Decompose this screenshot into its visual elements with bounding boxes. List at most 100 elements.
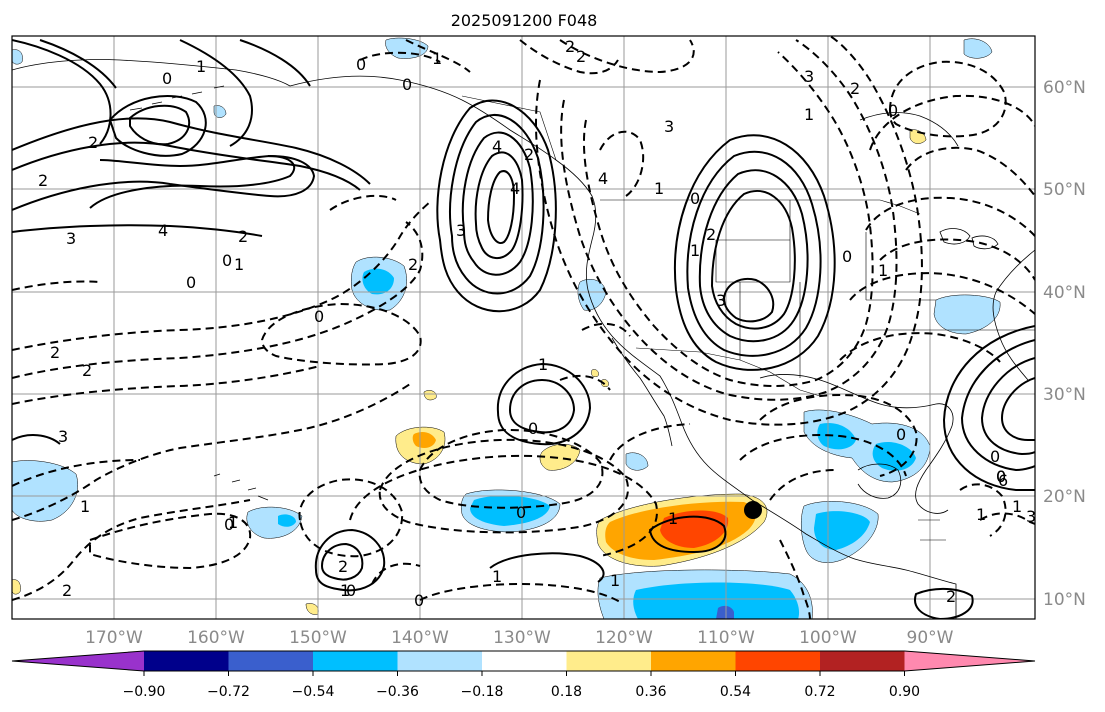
contour-line: [508, 378, 576, 434]
colorbar-segment: [651, 651, 736, 671]
contour-line: [12, 459, 141, 487]
contour-label: 6: [998, 471, 1008, 490]
contour-line: [89, 155, 296, 209]
contour-label: 0: [516, 503, 526, 522]
contour-label: 3: [804, 67, 814, 86]
contour-label: 2: [576, 47, 586, 66]
contour-line: [298, 478, 404, 558]
negative-contours: [12, 36, 1035, 619]
pos-anomaly-patch: [412, 432, 436, 448]
neg-anomaly-patch: [12, 460, 78, 522]
contour-line: [674, 134, 836, 371]
contour-line: [739, 434, 907, 477]
contour-label: 1: [668, 509, 678, 528]
contour-line: [12, 383, 411, 521]
contour-line: [486, 170, 516, 244]
neg-anomaly-patch: [577, 279, 607, 311]
contour-label: 0: [186, 273, 196, 292]
us-mexico-border: [635, 347, 821, 397]
us-canada-border: [600, 199, 921, 215]
contour-label: 2: [88, 133, 98, 152]
alaska-coast: [12, 59, 291, 87]
hudson-area: [859, 112, 959, 147]
contour-line: [329, 194, 397, 211]
contour-label: 1: [492, 567, 502, 586]
contour-label: 4: [492, 137, 502, 156]
contour-label: 2: [408, 255, 418, 274]
contour-line: [698, 169, 809, 343]
contour-label: 1: [234, 255, 244, 274]
contour-label: 0: [996, 467, 1006, 486]
colorbar-segment: [12, 651, 144, 671]
contour-line: [371, 562, 421, 585]
contour-line: [849, 272, 1035, 315]
north-america-coast: [289, 75, 957, 619]
contour-line: [960, 339, 1035, 472]
contour-line: [769, 469, 837, 501]
contour-label: 1: [340, 581, 350, 600]
contour-label: 1: [878, 261, 888, 280]
pos-anomaly-patch: [660, 510, 729, 548]
contour-label: 1: [976, 505, 986, 524]
pos-anomaly-patch: [423, 390, 437, 401]
lat-tick-label: 50°N: [1043, 180, 1086, 200]
contour-label: 3: [664, 117, 674, 136]
neg-anomaly-patch: [213, 105, 227, 118]
lat-tick-label: 60°N: [1043, 78, 1086, 98]
contour-line: [405, 39, 471, 73]
contour-line: [239, 39, 311, 87]
contour-line: [349, 454, 658, 557]
colorbar-tick-label: 0.18: [551, 684, 582, 700]
contour-line: [959, 483, 1007, 537]
colorbar-segment: [482, 651, 567, 671]
contour-label: 0: [356, 55, 366, 74]
contour-line: [888, 60, 1007, 138]
neg-anomaly-patch: [716, 605, 734, 619]
contour-line: [905, 146, 1035, 197]
contour-line: [869, 94, 1035, 151]
contour-line: [12, 154, 316, 211]
contour-line: [418, 428, 604, 509]
neg-anomaly-patch: [963, 38, 993, 59]
contour-label: 0: [414, 591, 424, 610]
central-america-borders: [918, 519, 946, 541]
lon-tick-label: 140°W: [391, 628, 449, 648]
contour-label: 0: [996, 467, 1006, 486]
contour-line: [260, 302, 422, 366]
great-lakes: [939, 228, 999, 250]
contour-line: [581, 322, 631, 337]
contour-label: 2: [38, 171, 48, 190]
contour-line: [12, 365, 321, 405]
shaded-anomalies: [12, 37, 1001, 619]
contour-label: 2: [565, 37, 575, 56]
contour-label: 0: [896, 425, 906, 444]
contour-label: 3: [456, 221, 466, 240]
neg-anomaly-patch: [278, 514, 296, 527]
colorbar-tick-label: 0.72: [804, 684, 835, 700]
neg-anomaly-patch: [633, 582, 800, 619]
colorbar-tick-label: 0.36: [635, 684, 666, 700]
colorbar-segment: [144, 651, 229, 671]
contour-label: 0: [842, 247, 852, 266]
colorbar-tick-label: −0.54: [292, 684, 335, 700]
contour-label: 1: [432, 49, 442, 68]
graticule: [12, 36, 1035, 619]
colorbar-tick-label: −0.90: [123, 684, 166, 700]
map-frame: [11, 35, 1036, 620]
contour-line: [12, 224, 263, 237]
contour-label: 1: [1012, 497, 1022, 516]
contour-line: [12, 221, 424, 379]
lon-tick-label: 160°W: [187, 628, 245, 648]
contour-label: 0: [346, 581, 356, 600]
contour-label: 2: [62, 581, 72, 600]
contour-label: 1: [610, 571, 620, 590]
contour-label: 3: [1026, 507, 1036, 526]
contour-line: [108, 95, 207, 157]
map-panel: 2 1 0 0 2 1 2 3 4 2 0 1 0 3 2 4 2 4 3 1: [11, 35, 1036, 620]
contour-line: [559, 39, 695, 74]
contour-line: [474, 151, 524, 259]
gulf-mexico-coast: [759, 374, 954, 514]
contour-line: [759, 394, 918, 477]
contour-line: [359, 51, 441, 63]
contour-label: 3: [716, 291, 726, 310]
